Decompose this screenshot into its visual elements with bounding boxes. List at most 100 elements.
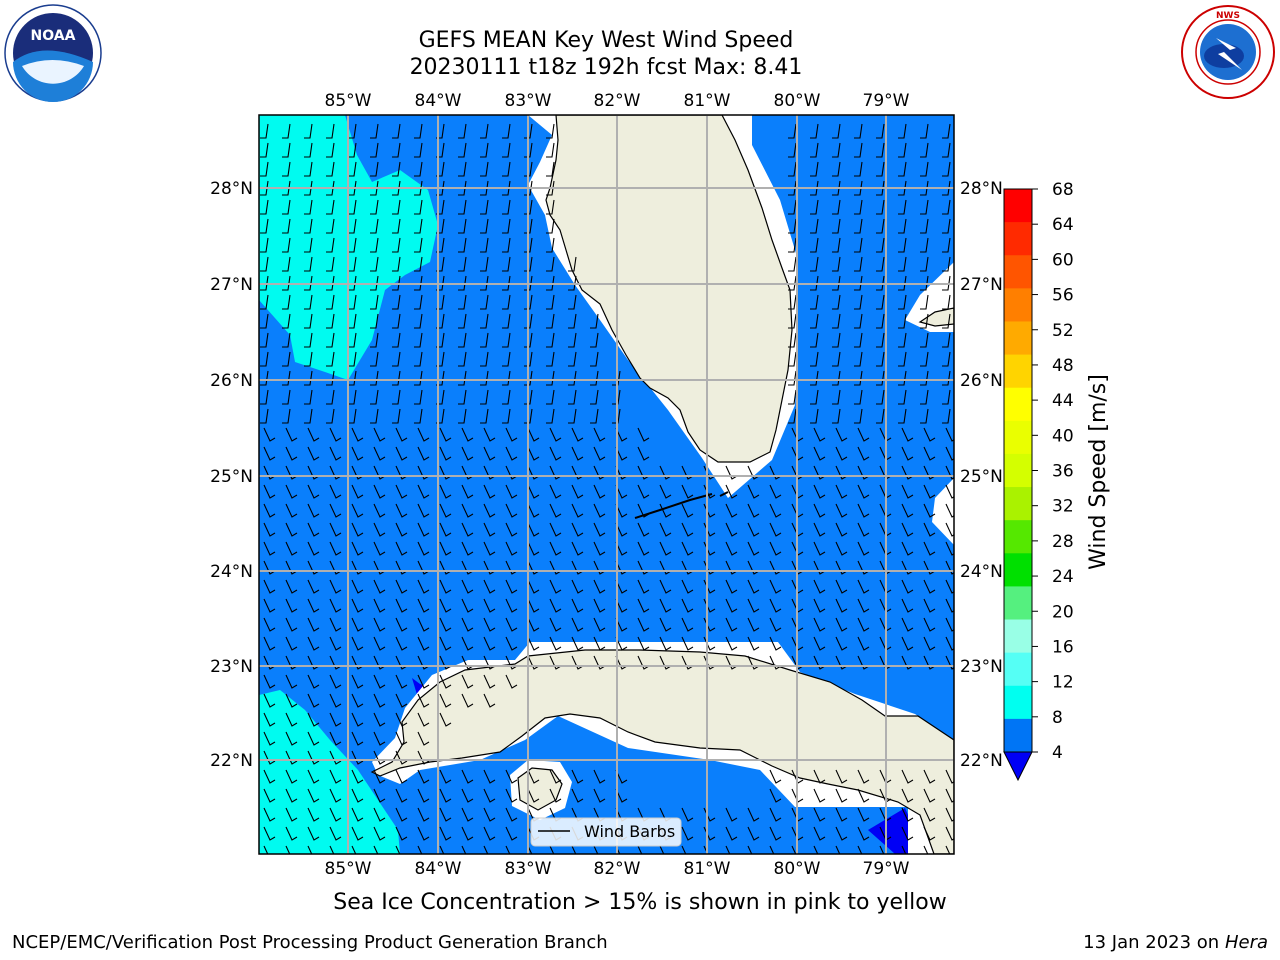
wind-barb <box>351 807 364 822</box>
wind-barb <box>945 446 954 461</box>
wind-barb <box>546 313 555 329</box>
wind-barb <box>263 446 276 461</box>
wind-barb <box>549 636 562 651</box>
wind-barb <box>681 807 694 822</box>
wind-barb <box>568 256 577 272</box>
wind-barb <box>637 446 650 461</box>
wind-barb <box>348 351 357 367</box>
map-gridlines <box>259 115 954 854</box>
wind-barb <box>637 541 650 556</box>
colorbar-band <box>1004 453 1032 488</box>
wind-barb <box>502 313 511 329</box>
wind-barb <box>725 826 738 841</box>
wind-barb <box>832 218 841 234</box>
lat-label-left: 28°N <box>210 179 253 199</box>
wind-barb <box>923 522 936 537</box>
wind-barb <box>901 617 914 632</box>
wind-barb <box>502 180 511 196</box>
wind-barb <box>304 275 313 291</box>
wind-barb <box>769 845 775 854</box>
wind-barb <box>414 389 423 405</box>
wind-barb <box>392 389 401 405</box>
colorbar-tick-label: 20 <box>1052 602 1074 622</box>
wind-barb <box>942 256 951 272</box>
wind-barb <box>392 332 401 348</box>
wind-barb <box>571 845 577 854</box>
colorbar-tick-label: 32 <box>1052 497 1074 517</box>
wind-barb <box>854 237 863 253</box>
wind-barb <box>373 427 386 442</box>
wind-barb <box>524 294 533 310</box>
wind-barb <box>920 294 929 310</box>
wind-barb <box>898 123 907 139</box>
wind-barb <box>813 807 826 822</box>
wind-barb <box>788 199 797 215</box>
wind-barb <box>788 256 797 272</box>
wind-barb <box>835 807 848 822</box>
wind-barb <box>461 579 474 594</box>
wind-barb <box>304 199 313 215</box>
wind-barb <box>546 199 555 215</box>
wind-barb <box>810 199 819 215</box>
wind-barb <box>876 199 885 215</box>
wind-barb <box>461 693 474 708</box>
wind-barb <box>263 541 276 556</box>
wind-barb <box>480 199 489 215</box>
wind-barb <box>395 693 408 708</box>
wind-barb <box>876 142 885 158</box>
wind-barb <box>439 636 452 651</box>
wind-barb <box>945 522 954 537</box>
wind-barb <box>483 522 496 537</box>
wind-barb <box>637 845 643 854</box>
wind-barb <box>417 579 430 594</box>
wind-barb <box>483 693 496 708</box>
wind-barb <box>329 636 342 651</box>
wind-barb <box>304 351 313 367</box>
wind-barb <box>813 769 826 784</box>
wind-barb <box>282 332 291 348</box>
wind-barb <box>835 503 848 518</box>
wind-barb <box>329 712 342 727</box>
wind-barb <box>417 750 430 765</box>
wind-barb <box>282 294 291 310</box>
wind-barb <box>282 199 291 215</box>
wind-barb <box>832 180 841 196</box>
wind-barb <box>439 788 452 803</box>
wind-barb <box>857 807 870 822</box>
wind-barb <box>304 123 313 139</box>
wind-barb <box>590 370 599 386</box>
wind-barb <box>876 351 885 367</box>
wind-barb <box>282 275 291 291</box>
wind-barb <box>285 579 298 594</box>
wind-barb <box>505 427 518 442</box>
wind-barb <box>304 161 313 177</box>
wind-barb <box>414 161 423 177</box>
wind-barb <box>461 845 467 854</box>
wind-barb <box>835 541 848 556</box>
wind-barb <box>747 541 760 556</box>
wind-barb <box>920 275 929 291</box>
wind-barb <box>282 218 291 234</box>
wind-barb <box>461 636 474 651</box>
wind-barb <box>942 237 951 253</box>
wind-barb <box>810 408 819 424</box>
wind-barb <box>483 845 489 854</box>
wind-barb <box>681 598 694 613</box>
wind-barb <box>285 674 298 689</box>
wind-barb <box>898 313 907 329</box>
colorbar-tick-label: 36 <box>1052 462 1074 482</box>
wind-barb <box>769 503 782 518</box>
colorbar-band <box>1004 288 1032 322</box>
wind-barb <box>417 769 430 784</box>
wind-barb <box>260 142 269 158</box>
wind-barb <box>901 636 914 651</box>
wind-barb <box>417 807 430 822</box>
wind-barb <box>417 446 430 461</box>
wind-barb <box>348 313 357 329</box>
wind-barb <box>524 370 533 386</box>
wind-barb <box>813 845 819 854</box>
wind-barb <box>351 522 364 537</box>
wind-barb <box>546 123 555 139</box>
wind-barb <box>593 541 606 556</box>
wind-barb <box>439 617 452 632</box>
